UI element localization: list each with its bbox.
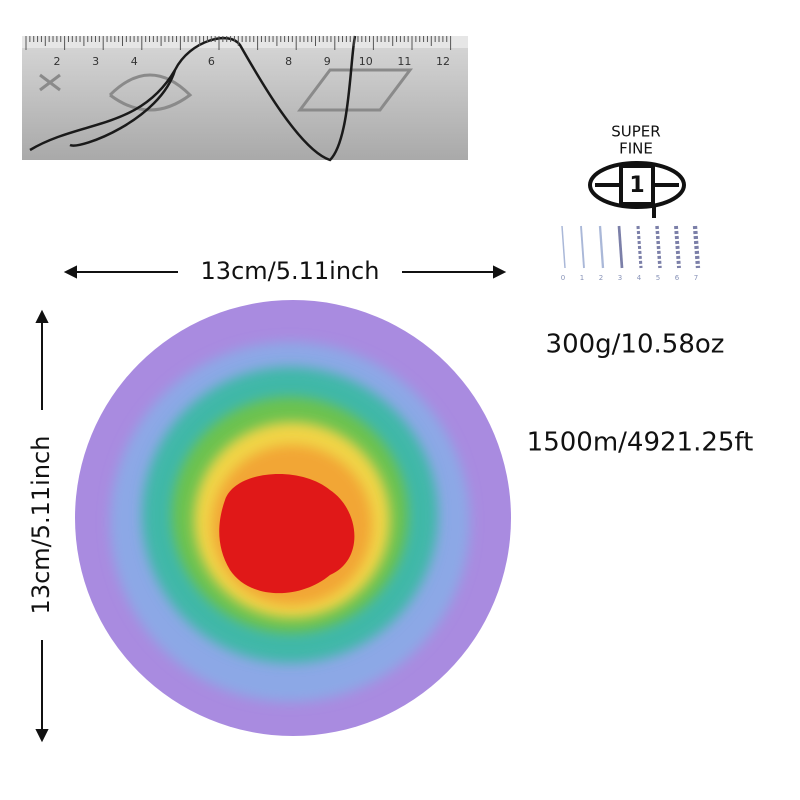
needle	[636, 225, 643, 269]
ruler-edge	[22, 36, 468, 48]
needle	[674, 225, 681, 269]
needle-size-label: 1	[580, 274, 584, 282]
arrow-head	[63, 265, 77, 279]
ruler-cutouts	[39, 68, 413, 112]
needle-size-label: 4	[637, 274, 642, 282]
needle	[580, 225, 585, 269]
ruler-number: 9	[324, 55, 331, 68]
weight-spec: 300g/10.58oz	[546, 330, 725, 360]
yarn-strand	[29, 35, 357, 162]
arrow-head	[35, 729, 49, 743]
needle	[617, 225, 624, 269]
yarn-weight-icon: SUPER FINE 1	[588, 123, 686, 218]
weight-label-top: SUPER	[611, 123, 660, 141]
needle	[561, 225, 566, 269]
skein-outline	[588, 161, 686, 209]
ruler-number: 12	[436, 55, 450, 68]
arrow-head	[35, 309, 49, 323]
yarn-cake	[75, 300, 511, 736]
ruler-number: 4	[131, 55, 138, 68]
ruler-number: 11	[397, 55, 411, 68]
dimension-arrows	[35, 265, 507, 743]
arrow-head	[493, 265, 507, 279]
center-red	[219, 473, 355, 594]
needle	[598, 225, 605, 269]
needle-size-label: 3	[618, 274, 622, 282]
needle	[692, 225, 701, 269]
needle-size-label: 7	[694, 274, 698, 282]
needle-size-label: 6	[675, 274, 680, 282]
needle-chart: 0 1 2 3 4 5 6 7	[561, 225, 701, 282]
ruler: 2 3 4 6 8 9 10 11 12	[22, 35, 468, 162]
needle-size-label: 5	[656, 274, 660, 282]
length-spec: 1500m/4921.25ft	[527, 428, 754, 458]
needle	[655, 225, 662, 269]
skein-lines	[595, 183, 679, 218]
needle-size-label: 0	[561, 274, 565, 282]
ruler-number: 8	[285, 55, 292, 68]
ruler-number: 10	[359, 55, 373, 68]
ruler-number: 6	[208, 55, 215, 68]
weight-number: 1	[629, 173, 644, 198]
needle-size-label: 2	[599, 274, 603, 282]
width-label: 13cm/5.11inch	[201, 257, 380, 285]
weight-label-bottom: FINE	[619, 140, 653, 158]
ruler-number: 3	[92, 55, 99, 68]
ruler-number: 2	[54, 55, 61, 68]
height-label: 13cm/5.11inch	[27, 436, 55, 615]
